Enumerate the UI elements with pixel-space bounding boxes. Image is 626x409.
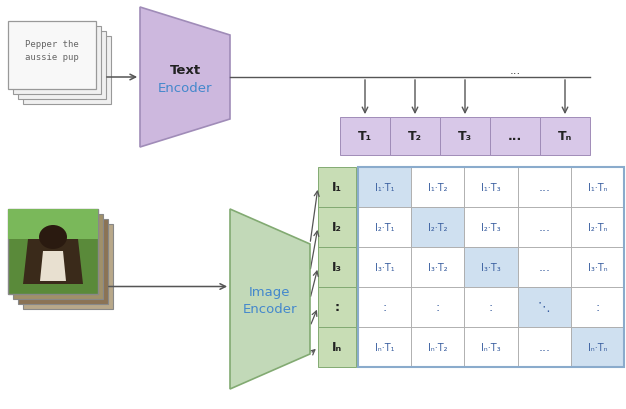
Text: I₁·T₁: I₁·T₁: [375, 182, 394, 193]
Bar: [318, 168, 356, 207]
Text: ...: ...: [510, 63, 521, 76]
Text: Text: Text: [170, 64, 200, 77]
Bar: [358, 247, 411, 287]
Bar: [18, 220, 108, 304]
Bar: [8, 22, 96, 90]
Bar: [464, 207, 518, 247]
Bar: [23, 37, 111, 105]
Bar: [358, 327, 411, 367]
Text: I₂·T₁: I₂·T₁: [375, 222, 394, 232]
Text: Iₙ: Iₙ: [332, 341, 342, 354]
Text: Pepper the
aussie pup: Pepper the aussie pup: [25, 40, 79, 62]
Text: I₂·T₂: I₂·T₂: [428, 222, 448, 232]
Bar: [440, 118, 490, 155]
Text: Encoder: Encoder: [158, 81, 212, 94]
Text: Iₙ·T₁: Iₙ·T₁: [375, 342, 394, 352]
Bar: [464, 287, 518, 327]
Bar: [518, 168, 571, 207]
Text: I₂·Tₙ: I₂·Tₙ: [588, 222, 607, 232]
Polygon shape: [40, 252, 66, 281]
Text: T₂: T₂: [408, 130, 422, 143]
Bar: [340, 118, 390, 155]
Text: ⋱: ⋱: [538, 301, 550, 314]
Bar: [411, 207, 464, 247]
Bar: [571, 287, 624, 327]
Text: ...: ...: [538, 181, 550, 194]
Text: I₃·T₁: I₃·T₁: [375, 262, 394, 272]
Bar: [358, 207, 411, 247]
Text: ...: ...: [538, 261, 550, 274]
Polygon shape: [230, 209, 310, 389]
Bar: [518, 247, 571, 287]
Text: Image: Image: [249, 286, 290, 299]
Bar: [411, 287, 464, 327]
Text: ...: ...: [538, 341, 550, 354]
Text: Iₙ·Tₙ: Iₙ·Tₙ: [588, 342, 607, 352]
Text: I₃·Tₙ: I₃·Tₙ: [588, 262, 607, 272]
Bar: [571, 168, 624, 207]
Bar: [411, 327, 464, 367]
Text: Tₙ: Tₙ: [558, 130, 572, 143]
Text: :: :: [489, 301, 493, 314]
Bar: [464, 247, 518, 287]
Bar: [8, 209, 98, 239]
Text: ...: ...: [538, 221, 550, 234]
Text: I₃·T₂: I₃·T₂: [428, 262, 448, 272]
Bar: [571, 327, 624, 367]
Bar: [318, 247, 356, 287]
Text: I₁: I₁: [332, 181, 342, 194]
Text: :: :: [595, 301, 600, 314]
Bar: [571, 207, 624, 247]
Text: I₁·Tₙ: I₁·Tₙ: [588, 182, 607, 193]
Text: I₂·T₃: I₂·T₃: [481, 222, 501, 232]
Bar: [8, 209, 98, 294]
Text: I₃·T₃: I₃·T₃: [481, 262, 501, 272]
Bar: [518, 327, 571, 367]
Bar: [411, 247, 464, 287]
Bar: [464, 327, 518, 367]
Bar: [318, 207, 356, 247]
Ellipse shape: [39, 225, 67, 249]
Bar: [318, 327, 356, 367]
Bar: [464, 168, 518, 207]
Bar: [518, 207, 571, 247]
Text: :: :: [334, 301, 339, 314]
Bar: [571, 247, 624, 287]
Bar: [358, 287, 411, 327]
Text: :: :: [382, 301, 387, 314]
Bar: [390, 118, 440, 155]
Bar: [18, 32, 106, 100]
Bar: [13, 214, 103, 299]
Bar: [318, 287, 356, 327]
Bar: [23, 225, 113, 309]
Text: I₁·T₃: I₁·T₃: [481, 182, 501, 193]
Text: T₃: T₃: [458, 130, 472, 143]
Text: :: :: [436, 301, 440, 314]
Text: I₂: I₂: [332, 221, 342, 234]
Bar: [358, 168, 411, 207]
Text: Iₙ·T₂: Iₙ·T₂: [428, 342, 448, 352]
Text: I₃: I₃: [332, 261, 342, 274]
Text: Encoder: Encoder: [243, 303, 297, 316]
Text: ...: ...: [508, 130, 522, 143]
Bar: [540, 118, 590, 155]
Polygon shape: [23, 239, 83, 284]
Text: T₁: T₁: [358, 130, 372, 143]
Bar: [490, 118, 540, 155]
Text: Iₙ·T₃: Iₙ·T₃: [481, 342, 501, 352]
Bar: [358, 168, 624, 367]
Polygon shape: [140, 8, 230, 148]
Bar: [411, 168, 464, 207]
Bar: [518, 287, 571, 327]
Bar: [13, 27, 101, 95]
Text: I₁·T₂: I₁·T₂: [428, 182, 448, 193]
